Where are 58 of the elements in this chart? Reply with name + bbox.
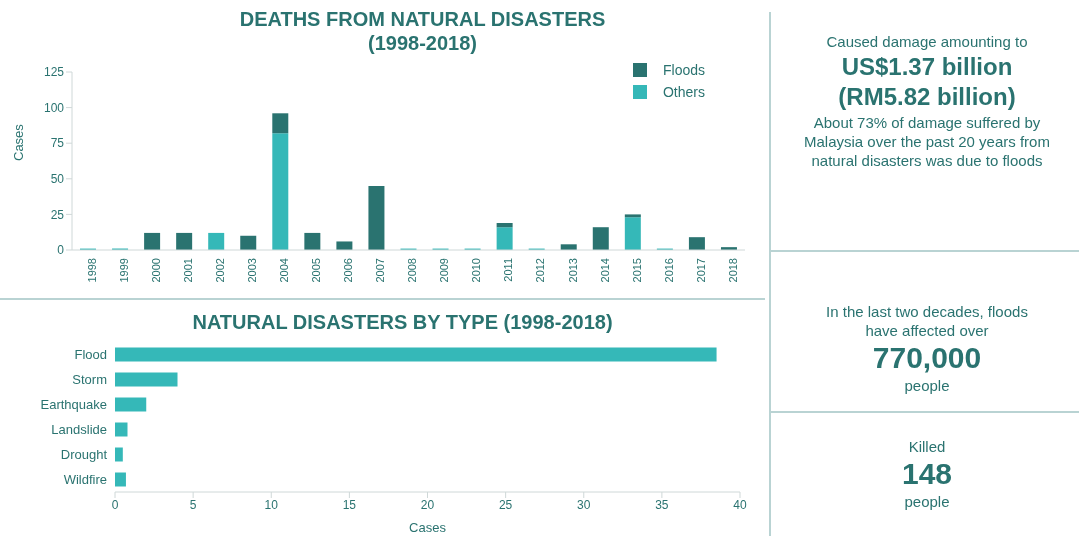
text: US$1.37 billion — [840, 53, 1014, 81]
text: 148 — [900, 457, 954, 490]
text: Killed — [907, 437, 947, 456]
x-tick-label: 2011 — [502, 258, 515, 282]
y-tick-label: Landslide — [51, 422, 107, 438]
x-tick-label: 2010 — [470, 258, 483, 283]
x-tick-label: 30 — [577, 497, 591, 512]
y-tick-label: 125 — [43, 65, 65, 80]
y-tick-label: 0 — [57, 243, 65, 258]
y-tick-label: 50 — [50, 172, 65, 187]
legend-label: Others — [662, 84, 705, 100]
text: (RM5.82 billion) — [837, 83, 1017, 111]
y-tick-label: 25 — [50, 207, 65, 222]
y-tick-label: Storm — [72, 372, 107, 388]
y-tick-label: Wildfire — [63, 472, 107, 488]
legend-label: Floods — [662, 62, 705, 78]
y-tick-label: Flood — [74, 347, 107, 363]
x-tick-label: 2005 — [310, 258, 323, 283]
x-tick-label: 2009 — [438, 258, 451, 283]
text: people — [903, 376, 951, 395]
text: In the last two decades, floods have affected over — [825, 302, 1029, 340]
y-tick-label: Drought — [60, 447, 108, 463]
y-tick-label: 75 — [50, 136, 65, 151]
x-tick-label: 2004 — [278, 258, 291, 283]
x-tick-label: 2017 — [694, 258, 707, 283]
y-axis-title: Cases — [10, 123, 26, 161]
y-tick-label: 100 — [43, 100, 65, 115]
y-tick-label: Earthquake — [40, 397, 107, 413]
x-tick-label: 2008 — [406, 258, 419, 283]
x-tick-label: 2001 — [181, 258, 194, 283]
x-tick-label: 10 — [264, 497, 279, 512]
chart-title: NATURAL DISASTERS BY TYPE (1998-2018) — [191, 310, 614, 334]
x-tick-label: 0 — [111, 497, 119, 512]
x-tick-label: 2003 — [246, 258, 259, 283]
x-tick-label: 2007 — [374, 258, 387, 283]
x-tick-label: 2006 — [342, 258, 355, 283]
x-axis-title: Cases — [409, 520, 447, 535]
x-tick-label: 2002 — [214, 258, 227, 283]
chart-title: DEATHS FROM NATURAL DISASTERS (1998-2018) — [238, 7, 607, 55]
x-tick-label: 2015 — [630, 258, 643, 283]
x-tick-label: 35 — [655, 497, 669, 512]
x-tick-label: 15 — [342, 497, 357, 512]
text: 770,000 — [871, 341, 983, 374]
x-tick-label: 1998 — [85, 258, 98, 283]
text: Caused damage amounting to — [825, 32, 1029, 51]
x-tick-label: 25 — [498, 497, 513, 512]
x-tick-label: 2012 — [534, 258, 547, 283]
text: people — [903, 492, 951, 511]
x-tick-label: 40 — [733, 497, 747, 512]
x-tick-label: 2016 — [662, 258, 675, 283]
x-tick-label: 2013 — [566, 258, 579, 283]
x-tick-label: 1999 — [117, 258, 130, 283]
x-tick-label: 20 — [420, 497, 435, 512]
x-tick-label: 5 — [189, 497, 197, 512]
x-tick-label: 2014 — [598, 258, 611, 283]
text: About 73% of damage suffered by Malaysia over the past 20 years from natural disasters was due to floods — [803, 113, 1051, 170]
x-tick-label: 2000 — [149, 258, 162, 283]
x-tick-label: 2018 — [726, 258, 739, 283]
